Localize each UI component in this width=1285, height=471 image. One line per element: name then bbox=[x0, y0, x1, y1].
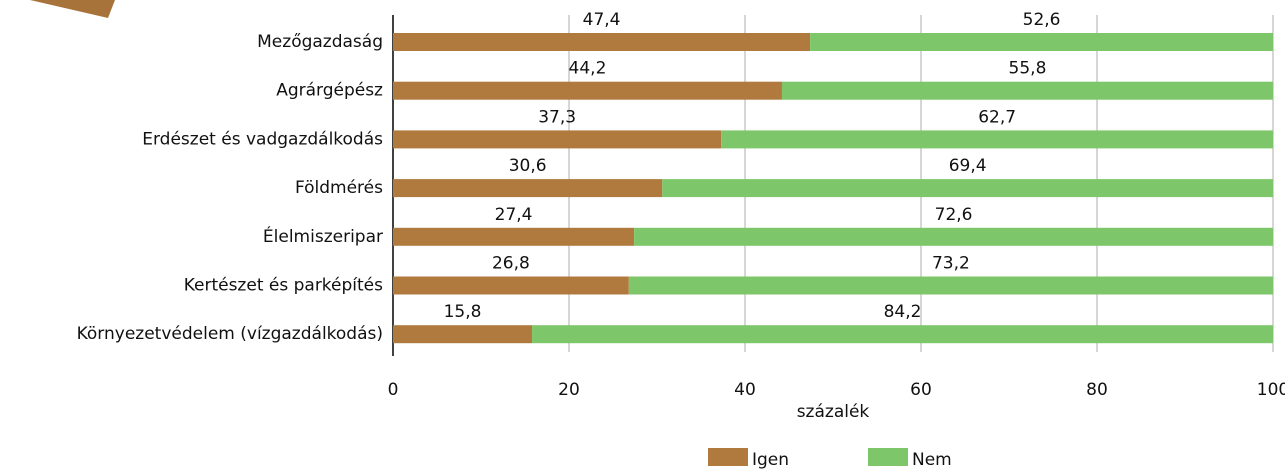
data-label: 37,3 bbox=[538, 107, 576, 127]
x-tick-label: 40 bbox=[734, 380, 756, 400]
data-label: 73,2 bbox=[932, 254, 970, 274]
bar-segment bbox=[781, 81, 1273, 100]
decoration bbox=[30, 0, 115, 18]
y-tick-label: Agrárgépész bbox=[276, 81, 383, 101]
bar-segment bbox=[393, 81, 782, 100]
legend-label: Nem bbox=[912, 450, 952, 470]
bar-segment bbox=[393, 227, 635, 246]
data-label: 47,4 bbox=[583, 10, 621, 30]
legend-swatch bbox=[708, 448, 748, 466]
data-label: 72,6 bbox=[935, 205, 973, 225]
x-tick-label: 0 bbox=[388, 380, 399, 400]
x-tick-label: 80 bbox=[1086, 380, 1108, 400]
x-tick-label: 20 bbox=[558, 380, 580, 400]
bar-segment bbox=[628, 276, 1273, 295]
y-tick-label: Mezőgazdaság bbox=[257, 32, 383, 52]
x-tick-label: 60 bbox=[910, 380, 932, 400]
x-axis-label: százalék bbox=[797, 402, 870, 422]
bar-segment bbox=[393, 325, 533, 344]
bar-segment bbox=[810, 33, 1273, 51]
bar-segment bbox=[393, 130, 722, 149]
bar-segment bbox=[393, 33, 811, 51]
data-label: 62,7 bbox=[978, 107, 1016, 127]
y-tick-label: Kertészet és parképítés bbox=[184, 276, 383, 296]
legend-swatch bbox=[868, 448, 908, 466]
data-label: 52,6 bbox=[1023, 10, 1061, 30]
data-label: 30,6 bbox=[509, 156, 547, 176]
data-label: 44,2 bbox=[569, 59, 607, 79]
data-label: 84,2 bbox=[884, 302, 922, 322]
bar-segment bbox=[721, 130, 1273, 149]
y-tick-label: Erdészet és vadgazdálkodás bbox=[142, 129, 383, 149]
data-label: 26,8 bbox=[492, 254, 530, 274]
bar-segment bbox=[393, 179, 663, 198]
y-tick-label: Környezetvédelem (vízgazdálkodás) bbox=[77, 324, 383, 344]
bar-segment bbox=[532, 325, 1273, 344]
legend-label: Igen bbox=[752, 450, 789, 470]
bar-segment bbox=[634, 227, 1273, 246]
data-label: 55,8 bbox=[1009, 59, 1047, 79]
bar-segment bbox=[662, 179, 1273, 198]
y-tick-label: Élelmiszeripar bbox=[263, 225, 383, 247]
data-label: 27,4 bbox=[495, 205, 533, 225]
y-tick-label: Földmérés bbox=[295, 178, 383, 198]
data-label: 15,8 bbox=[444, 302, 482, 322]
bar-segment bbox=[393, 276, 629, 295]
x-tick-label: 100 bbox=[1257, 380, 1285, 400]
data-label: 69,4 bbox=[949, 156, 987, 176]
